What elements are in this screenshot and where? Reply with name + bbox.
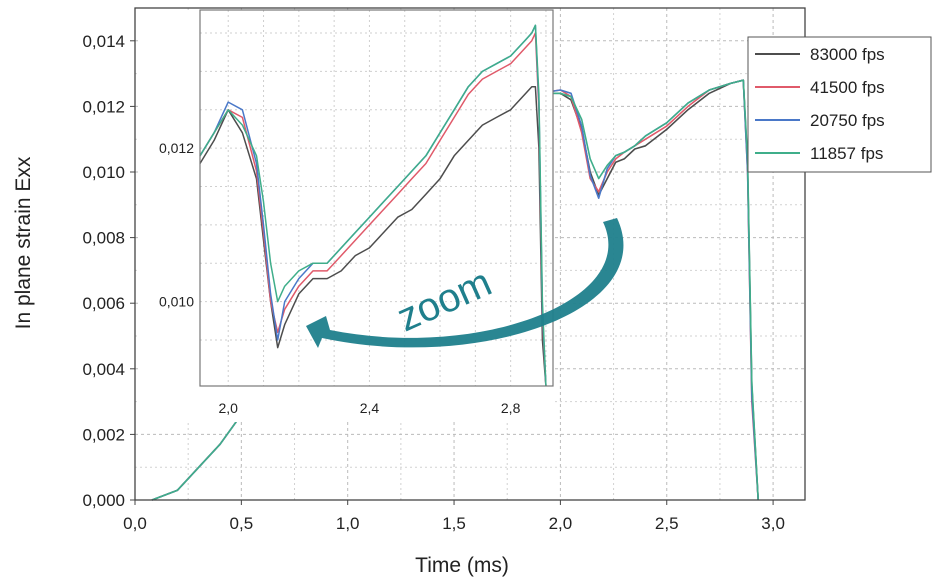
legend: 83000 fps 41500 fps 20750 fps 11857 fps [747, 36, 932, 173]
inset-x-tick-label: 2,0 [219, 400, 239, 416]
inset-series-line-83000-fps [199, 85, 547, 387]
x-tick-label: 1,5 [442, 514, 466, 533]
x-tick-label: 3,0 [761, 514, 785, 533]
inset-y-tick-label: 0,012 [159, 140, 194, 156]
y-tick-label: 0,000 [82, 491, 125, 510]
inset-series-line-11857-fps [199, 24, 547, 387]
y-axis-title: In plane strain Exx [12, 156, 35, 329]
x-axis-title: Time (ms) [415, 554, 509, 577]
legend-label: 41500 fps [810, 78, 885, 97]
inset-zoom-panel: 2,0 2,4 2,8 0,010 0,012 [138, 9, 554, 422]
x-tick-label: 1,0 [336, 514, 360, 533]
x-tick-label: 0,0 [123, 514, 147, 533]
inset-series-line-41500-fps [199, 32, 547, 387]
y-tick-label: 0,010 [82, 163, 125, 182]
y-tick-label: 0,008 [82, 229, 125, 248]
y-axis-ticks: 0,000 0,002 0,004 0,006 0,008 0,010 0,012 0,014 [82, 32, 135, 510]
inset-x-tick-label: 2,8 [501, 400, 521, 416]
plot-frame [134, 7, 806, 501]
y-tick-label: 0,006 [82, 294, 125, 313]
curved-arrow-icon [306, 218, 624, 348]
y-tick-label: 0,012 [82, 97, 125, 116]
inset-y-axis-ticks: 0,010 0,012 [159, 140, 194, 309]
legend-box [747, 36, 932, 173]
x-tick-label: 2,5 [655, 514, 679, 533]
legend-label: 20750 fps [810, 111, 885, 130]
legend-label: 11857 fps [810, 144, 883, 163]
x-tick-label: 0,5 [230, 514, 254, 533]
inset-x-axis-ticks: 2,0 2,4 2,8 [219, 400, 521, 416]
legend-label: 83000 fps [810, 45, 885, 64]
inset-series-group [199, 24, 547, 387]
inset-frame [199, 9, 554, 387]
x-axis-ticks: 0,0 0,5 1,0 1,5 2,0 2,5 3,0 [123, 500, 785, 533]
y-tick-label: 0,004 [82, 360, 125, 379]
inset-y-tick-label: 0,010 [159, 294, 194, 310]
x-tick-label: 2,0 [549, 514, 573, 533]
y-tick-label: 0,002 [82, 425, 125, 444]
inset-x-tick-label: 2,4 [360, 400, 380, 416]
y-tick-label: 0,014 [82, 32, 125, 51]
